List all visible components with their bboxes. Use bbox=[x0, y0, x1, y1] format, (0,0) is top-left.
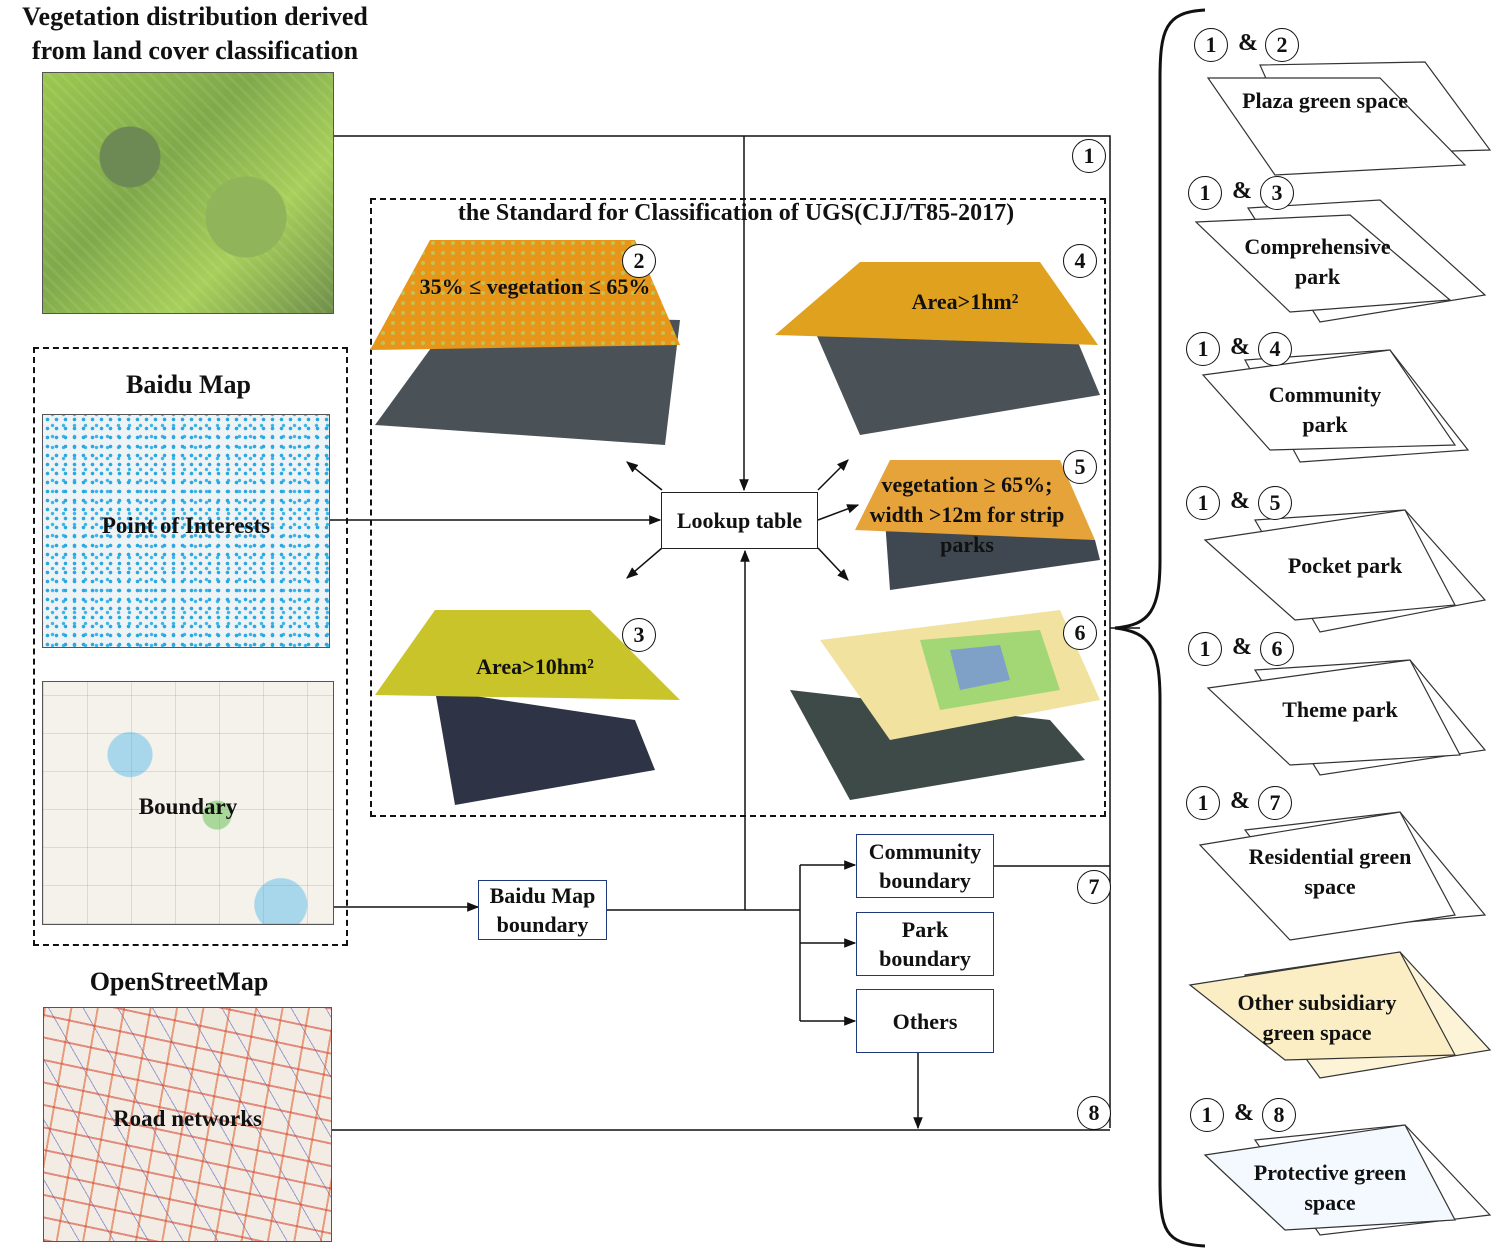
output-pocket-label: Pocket park bbox=[1287, 553, 1403, 578]
boundary-label: Boundary bbox=[138, 794, 238, 819]
pair8-amp: & bbox=[1234, 1100, 1254, 1126]
poi-label: Point of Interests bbox=[101, 513, 271, 538]
pair3-b: 4 bbox=[1258, 332, 1292, 366]
output-theme-label: Theme park bbox=[1282, 697, 1398, 722]
panel3-veg-layer bbox=[375, 610, 680, 700]
poi-map-image: Point of Interests bbox=[42, 414, 330, 648]
osm-title: OpenStreetMap bbox=[89, 967, 269, 996]
pair1-a: 1 bbox=[1194, 28, 1228, 62]
output-plaza-label: Plaza green space bbox=[1242, 88, 1408, 113]
panel6-satellite bbox=[790, 690, 1085, 800]
pair4-b: 5 bbox=[1258, 486, 1292, 520]
number-4: 4 bbox=[1063, 244, 1097, 278]
panel3-label: Area>10hm² bbox=[476, 654, 594, 679]
road-networks-label: Road networks bbox=[113, 1106, 262, 1131]
pair8-b: 8 bbox=[1262, 1098, 1296, 1132]
output-other-subsidiary-label: Other subsidiary green space bbox=[1237, 990, 1397, 1045]
vegetation-map-image bbox=[42, 72, 334, 314]
number-1: 1 bbox=[1072, 139, 1106, 173]
pair5-amp: & bbox=[1232, 634, 1252, 660]
pair4-a: 1 bbox=[1186, 486, 1220, 520]
community-boundary-box: Community boundary bbox=[856, 834, 994, 898]
others-box: Others bbox=[856, 989, 994, 1053]
panel5-label: vegetation ≥ 65%; width >12m for strip p… bbox=[869, 472, 1065, 557]
pair2-a: 1 bbox=[1188, 176, 1222, 210]
lookup-table-box: Lookup table bbox=[661, 492, 818, 549]
pair3-amp: & bbox=[1230, 334, 1250, 360]
standard-title: the Standard for Classification of UGS(C… bbox=[457, 200, 1015, 226]
number-6: 6 bbox=[1063, 616, 1097, 650]
vegetation-title: Vegetation distribution derived from lan… bbox=[22, 2, 368, 65]
output-community-label: Community park bbox=[1268, 382, 1382, 437]
pair2-b: 3 bbox=[1260, 176, 1294, 210]
boundary-map-image: Boundary bbox=[42, 681, 334, 925]
panel2-label: 35% ≤ vegetation ≤ 65% bbox=[419, 274, 651, 299]
park-boundary-box: Park boundary bbox=[856, 912, 994, 976]
output-residential-label: Residential green space bbox=[1248, 844, 1412, 899]
road-network-image: Road networks bbox=[43, 1007, 332, 1242]
pair5-a: 1 bbox=[1188, 632, 1222, 666]
pair1-b: 2 bbox=[1265, 28, 1299, 62]
pair3-a: 1 bbox=[1186, 332, 1220, 366]
pair6-b: 7 bbox=[1258, 786, 1292, 820]
number-2: 2 bbox=[622, 244, 656, 278]
number-8: 8 bbox=[1077, 1096, 1111, 1130]
output-comprehensive-label: Comprehensive park bbox=[1244, 234, 1391, 289]
pair6-amp: & bbox=[1230, 788, 1250, 814]
pair8-a: 1 bbox=[1190, 1098, 1224, 1132]
pair1-amp: & bbox=[1238, 30, 1258, 56]
panel5-veg-layer bbox=[855, 460, 1095, 540]
panel3-satellite bbox=[435, 690, 655, 805]
number-7: 7 bbox=[1077, 870, 1111, 904]
number-3: 3 bbox=[622, 618, 656, 652]
baidu-map-group bbox=[33, 347, 348, 946]
panel4-veg-layer bbox=[775, 262, 1098, 345]
output-protective-label: Protective green space bbox=[1253, 1160, 1407, 1215]
baidu-map-title: Baidu Map bbox=[126, 370, 251, 399]
pair6-a: 1 bbox=[1186, 786, 1220, 820]
pair4-amp: & bbox=[1230, 488, 1250, 514]
number-5: 5 bbox=[1063, 450, 1097, 484]
baidu-map-boundary-box: Baidu Map boundary bbox=[478, 880, 607, 940]
panel4-satellite bbox=[810, 320, 1100, 435]
pair2-amp: & bbox=[1232, 178, 1252, 204]
pair5-b: 6 bbox=[1260, 632, 1294, 666]
panel4-label: Area>1hm² bbox=[911, 289, 1019, 314]
standard-group bbox=[370, 198, 1106, 817]
